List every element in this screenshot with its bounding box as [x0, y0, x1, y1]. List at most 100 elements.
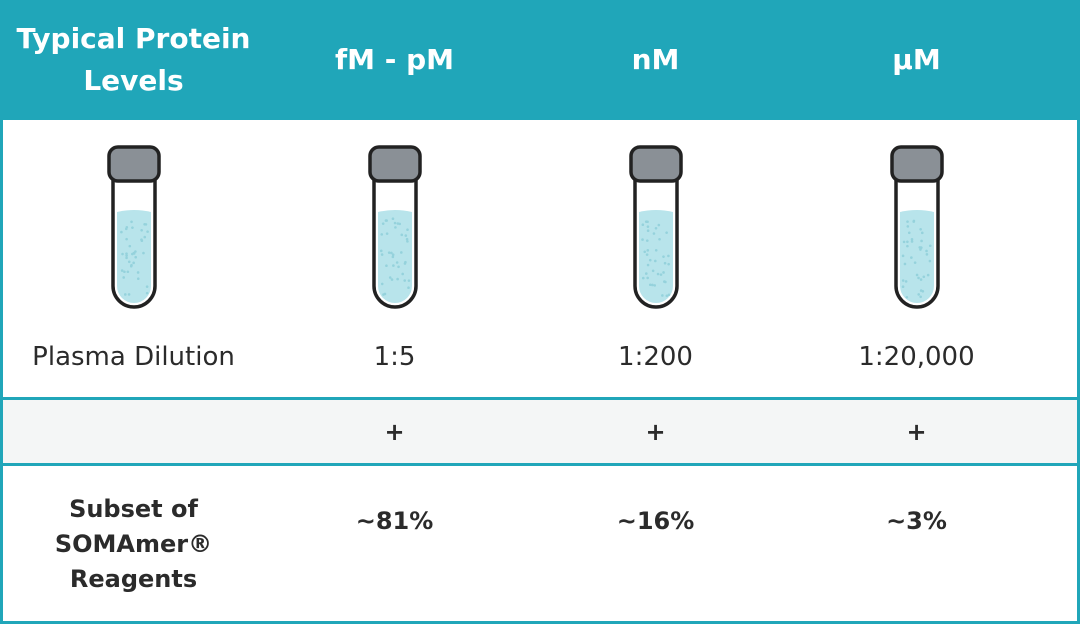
liquid-dot [400, 272, 404, 276]
liquid-dot [928, 244, 932, 248]
dilution-label: Plasma Dilution [32, 342, 235, 372]
header-text: fM - pM [334, 43, 455, 76]
liquid-dot [390, 278, 393, 281]
liquid-dot [653, 259, 657, 263]
liquid-dot [123, 293, 127, 296]
liquid-dot [391, 264, 395, 267]
plus-sign: + [645, 417, 666, 446]
liquid-dot [120, 252, 124, 256]
liquid-dot [129, 220, 133, 224]
header-cell: Typical Protein Levels [3, 0, 264, 120]
liquid-dot [145, 291, 148, 295]
liquid-dot [648, 258, 652, 262]
liquid-dot [902, 240, 905, 244]
liquid-dot [391, 217, 394, 220]
liquid-dot [666, 262, 670, 266]
liquid-dot [646, 225, 649, 228]
liquid-dot [905, 295, 908, 299]
liquid-dot [136, 277, 140, 281]
liquid-dot [144, 223, 147, 226]
liquid-dot [659, 273, 662, 276]
liquid-dot [916, 293, 920, 296]
tube-cap [106, 145, 161, 183]
liquid-dot [922, 275, 925, 279]
subset-value: ~16% [616, 507, 695, 535]
tube-cell: Plasma Dilution [3, 120, 264, 397]
liquid-dot [405, 240, 409, 243]
liquid-dot [910, 238, 913, 241]
liquid-dot [119, 230, 123, 234]
liquid-dot [145, 285, 148, 288]
liquid-dot [403, 260, 407, 264]
tube-icon [628, 145, 683, 309]
liquid-dot [407, 279, 410, 282]
subset-row: Subset of SOMAmer® Reagents ~81% ~16% ~3… [3, 466, 1077, 621]
liquid-dot [918, 295, 922, 299]
liquid-dot [660, 294, 664, 297]
liquid-dot [389, 251, 393, 255]
liquid-dot [652, 284, 656, 287]
tube-cell: 1:200 [525, 120, 786, 397]
liquid-dot [391, 253, 395, 257]
tube-liquid [638, 210, 673, 303]
liquid-dot [124, 237, 128, 241]
liquid-dot [654, 248, 658, 252]
dilution-label: 1:200 [618, 342, 693, 372]
liquid-dot [901, 285, 904, 288]
liquid-dot [383, 292, 386, 296]
liquid-dot [388, 276, 392, 279]
liquid-dot [395, 277, 399, 281]
liquid-dot [136, 271, 139, 274]
liquid-dot [127, 260, 131, 264]
liquid-dot [665, 294, 668, 298]
liquid-dot [656, 272, 659, 276]
liquid-dot [645, 220, 649, 224]
liquid-dot [130, 226, 134, 229]
liquid-dot [406, 286, 410, 289]
header-cell: fM - pM [264, 0, 525, 120]
liquid-dot [661, 271, 665, 274]
liquid-dot [399, 251, 403, 254]
liquid-dot [640, 238, 644, 241]
subset-cell: ~81% [264, 466, 525, 621]
dilution-label: 1:5 [373, 342, 416, 372]
liquid-dot [652, 232, 655, 235]
liquid-dot [926, 273, 929, 277]
liquid-dot [393, 221, 396, 225]
liquid-dot [404, 234, 407, 237]
tube-cell: 1:5 [264, 120, 525, 397]
liquid-dot [379, 249, 383, 253]
liquid-dot [133, 255, 137, 259]
liquid-dot [120, 269, 123, 272]
liquid-dot [121, 276, 125, 279]
liquid-dot [145, 230, 149, 233]
liquid-dot [903, 262, 906, 266]
liquid-dot [387, 251, 390, 254]
liquid-dot [657, 223, 660, 227]
liquid-dot [122, 270, 126, 274]
liquid-dot [925, 253, 928, 256]
liquid-dot [919, 289, 922, 292]
liquid-dot [130, 252, 134, 256]
tube [626, 144, 686, 320]
header-cell: µM [786, 0, 1047, 120]
liquid-dot [906, 225, 909, 228]
liquid-dot [141, 251, 145, 255]
tube-cap [367, 145, 422, 183]
plus-cell: + [264, 400, 525, 463]
liquid-dot [397, 222, 401, 226]
liquid-dot [907, 231, 911, 235]
subset-value: ~3% [886, 507, 947, 535]
liquid-dot [915, 273, 918, 277]
liquid-dot [399, 233, 403, 237]
header-text: µM [892, 43, 941, 76]
subset-label: Subset of SOMAmer® Reagents [54, 495, 213, 593]
liquid-dot [139, 228, 143, 232]
liquid-dot [641, 223, 644, 227]
liquid-dot [645, 249, 649, 252]
liquid-dot [641, 276, 645, 280]
liquid-dot [395, 261, 398, 264]
liquid-dot [642, 250, 646, 254]
liquid-dot [905, 220, 909, 223]
liquid-dot [646, 263, 649, 267]
